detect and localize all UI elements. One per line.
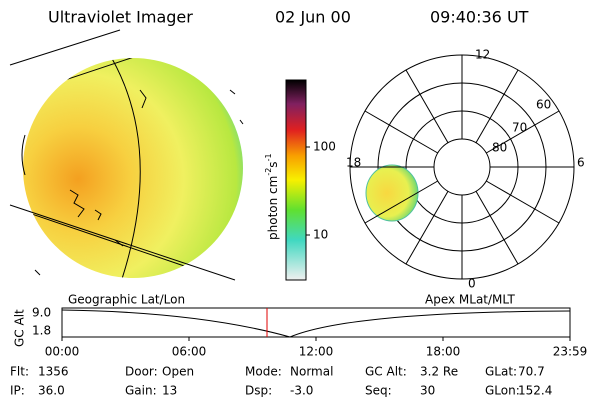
info-value: 30 — [420, 384, 435, 398]
info-value: Open — [162, 365, 194, 379]
info-label: Flt: — [10, 365, 29, 379]
altitude-plot — [61, 307, 571, 338]
x-tick-label: 18:00 — [426, 345, 461, 359]
spoke — [475, 69, 519, 144]
panel-label: Apex MLat/MLT — [425, 293, 515, 307]
info-value: 152.4 — [518, 384, 552, 398]
colorbar-label: photon cm-2s-1 — [264, 153, 280, 240]
spoke — [485, 110, 560, 154]
info-value: 3.2 Re — [420, 365, 458, 379]
info-label: Dsp: — [245, 384, 272, 398]
info-label: Mode: — [245, 365, 282, 379]
mlat-label: 60 — [536, 98, 551, 112]
x-tick-label: 06:00 — [172, 345, 207, 359]
info-label: Gain: — [125, 384, 157, 398]
info-value: 13 — [162, 384, 177, 398]
info-value: -3.0 — [290, 384, 313, 398]
info-value: 1356 — [38, 365, 69, 379]
info-label: GC Alt: — [365, 365, 407, 379]
y-tick-label: 9.0 — [32, 306, 51, 320]
x-tick-label: 00:00 — [45, 345, 80, 359]
spoke — [405, 69, 449, 144]
info-label: GLon: — [485, 384, 520, 398]
exponent: -2 — [264, 168, 273, 176]
exponent: -1 — [264, 153, 273, 161]
spoke — [364, 180, 439, 224]
mlt-label: 0 — [468, 277, 476, 291]
info-value: 70.7 — [518, 365, 545, 379]
time: 09:40:36 UT — [430, 8, 529, 27]
polar-plot — [349, 54, 575, 280]
info-label: IP: — [10, 384, 25, 398]
colorbar-tick: 100 — [313, 140, 336, 154]
spoke — [485, 180, 560, 224]
unit: photon cm — [266, 176, 280, 240]
info-label: Seq: — [365, 384, 392, 398]
mlt-label: 18 — [346, 156, 361, 170]
info-label: Door: — [125, 365, 158, 379]
mlat-label: 70 — [512, 121, 527, 135]
mlt-label: 6 — [577, 156, 585, 170]
info-label: GLat: — [485, 365, 517, 379]
mlt-label: 12 — [475, 48, 490, 62]
date: 02 Jun 00 — [275, 8, 351, 27]
unit: s — [266, 161, 280, 167]
x-tick-label: 12:00 — [299, 345, 334, 359]
globe-image — [9, 29, 244, 281]
title: Ultraviolet Imager — [48, 8, 193, 27]
spoke — [364, 110, 439, 154]
info-value: 36.0 — [38, 384, 65, 398]
colorbar-tick: 10 — [313, 228, 328, 242]
panel-label: Geographic Lat/Lon — [68, 293, 185, 307]
mlat-label: 80 — [492, 141, 507, 155]
spoke — [405, 190, 449, 265]
altitude-ylabel: GC Alt — [13, 309, 27, 347]
x-tick-label: 23:59 — [553, 345, 588, 359]
colorbar — [285, 79, 307, 281]
y-tick-label: 1.8 — [32, 324, 51, 338]
spoke — [475, 190, 519, 265]
info-value: Normal — [290, 365, 333, 379]
